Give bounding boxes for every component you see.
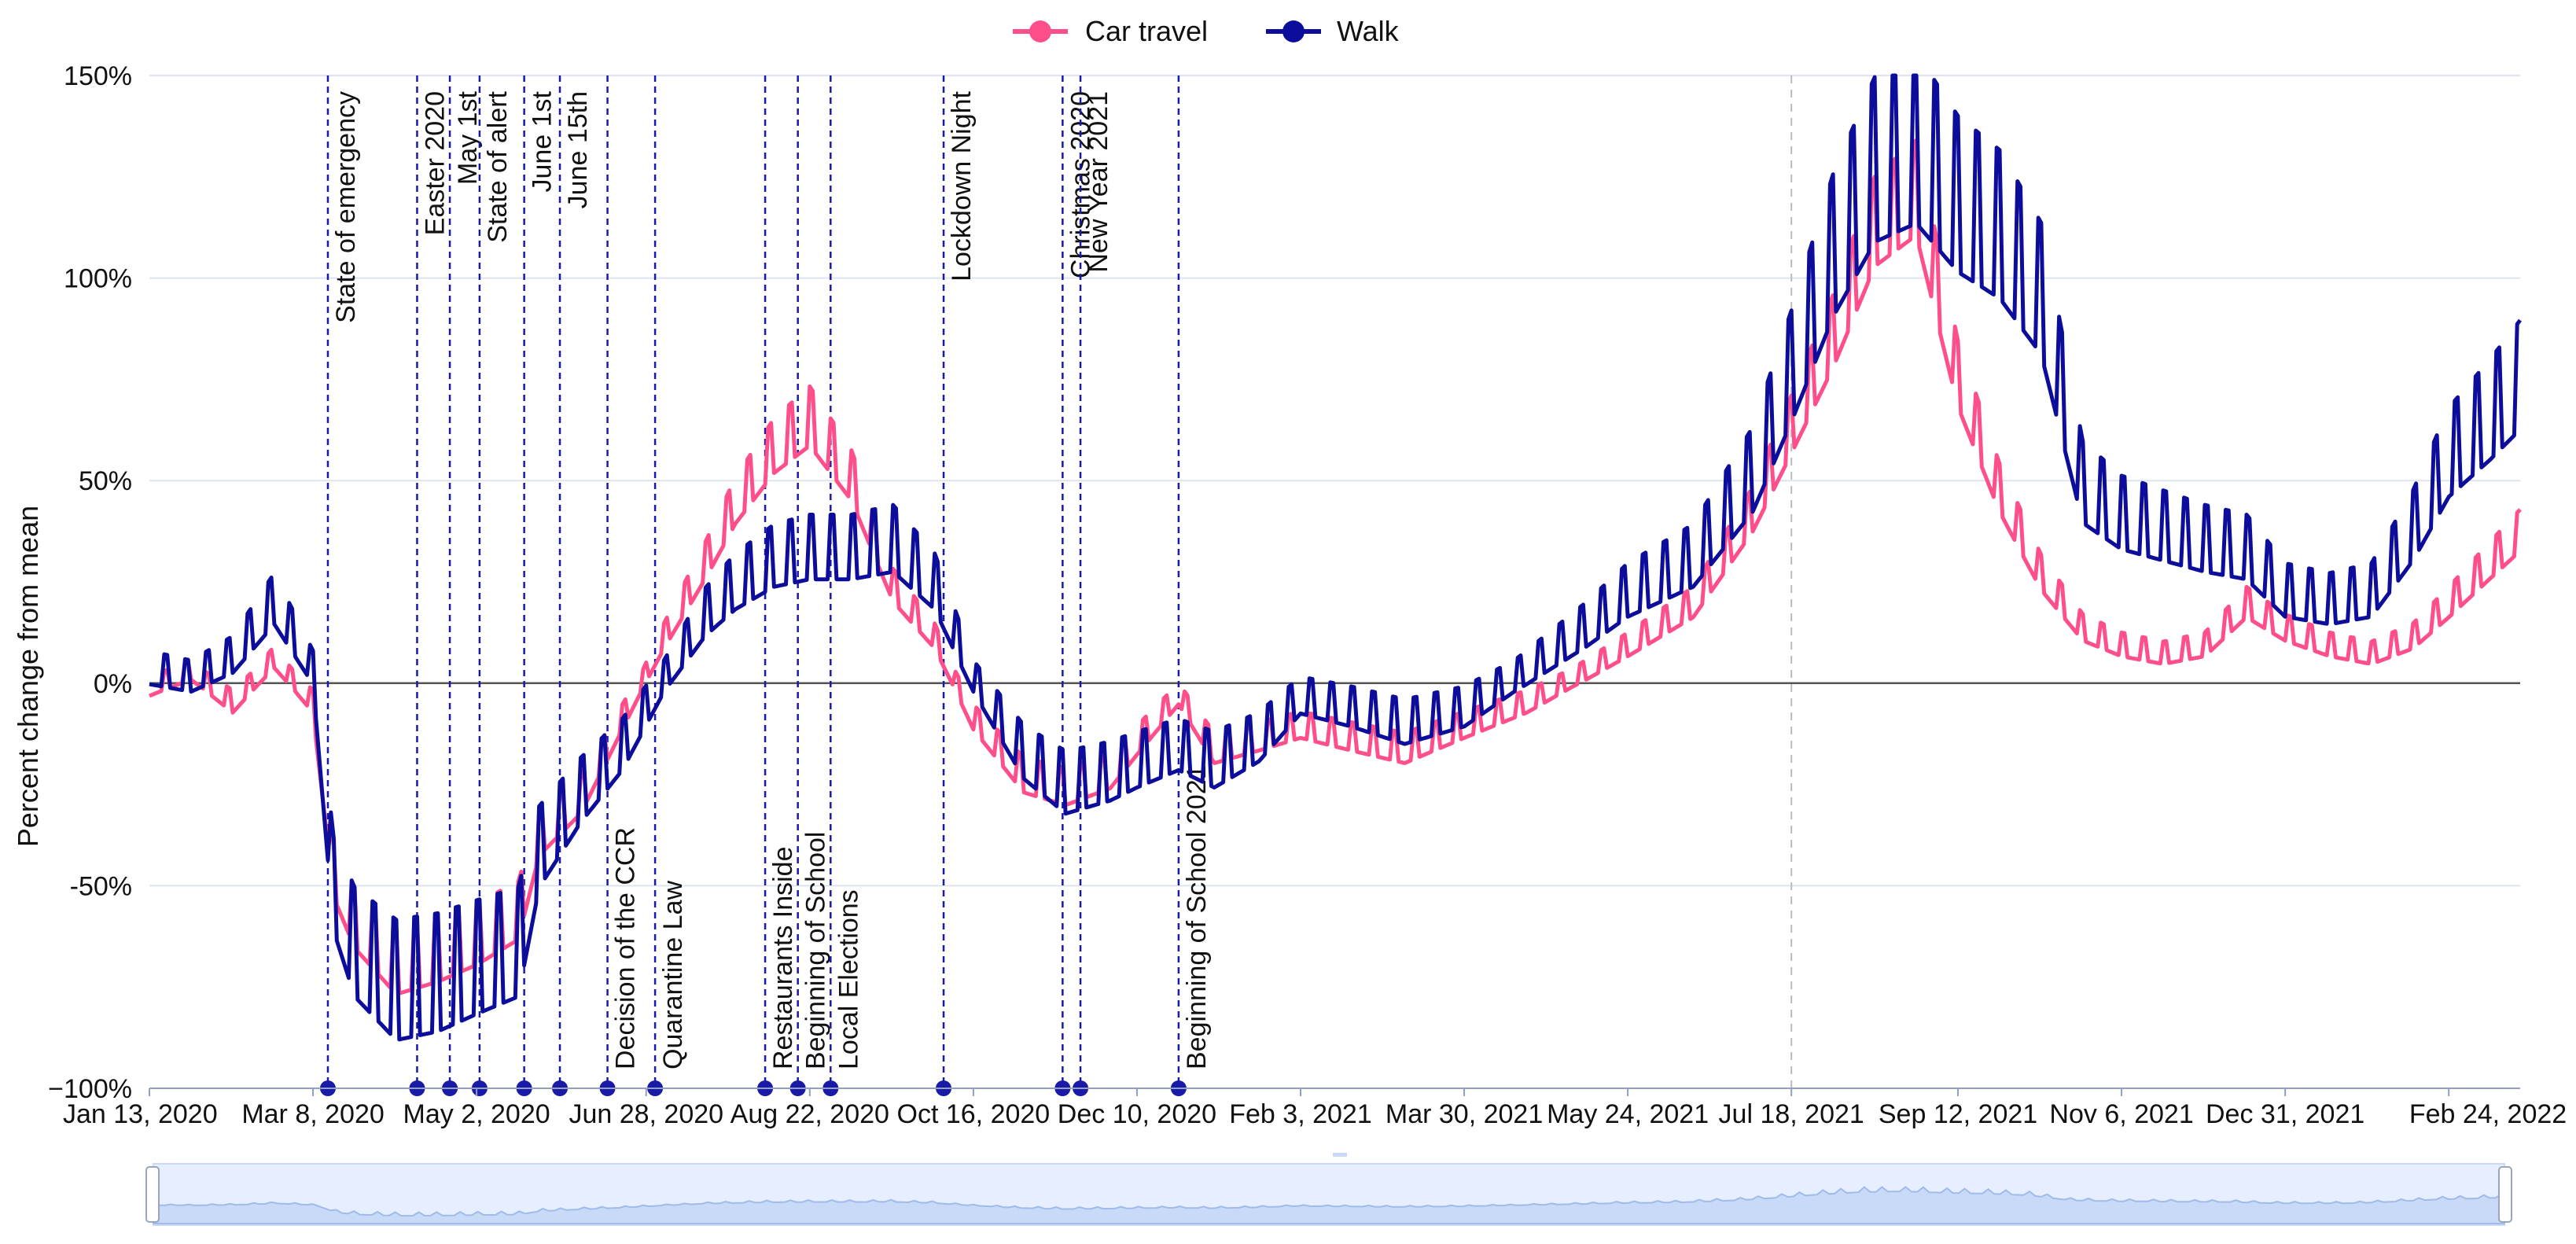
event-label: Beginning of School 2021 (1182, 764, 1212, 1069)
events: State of emergency Easter 2020 May 1st Stat… (319, 75, 1212, 1096)
x-tick-label: Jan 13, 2020 (63, 1099, 218, 1129)
legend-item-car-travel[interactable]: Car travel (1013, 15, 1208, 47)
navigator-handle-left[interactable] (145, 1166, 160, 1223)
event-label: Quarantine Law (658, 881, 688, 1069)
event-label: Restaurants Inside (768, 847, 798, 1070)
axes: 150% 100% 50% 0% -50% −100%Jan 13, 2020 Mar 8,… (48, 61, 2567, 1129)
y-tick-label: −100% (48, 1074, 132, 1104)
x-tick-label: May 24, 2021 (1547, 1099, 1709, 1129)
y-tick-label: 0% (94, 669, 132, 699)
legend-marker-car-travel (1029, 20, 1051, 42)
event-label: Beginning of School (801, 832, 831, 1069)
x-tick-label: Feb 24, 2022 (2409, 1099, 2567, 1129)
y-tick-label: 150% (64, 61, 132, 91)
x-tick-label: Dec 10, 2020 (1058, 1099, 1216, 1129)
event-label: New Year 2021 (1084, 91, 1113, 273)
x-tick-label: Mar 8, 2020 (241, 1099, 384, 1129)
event-label: June 1st (528, 90, 558, 192)
y-tick-label: -50% (70, 871, 132, 901)
x-tick-label: May 2, 2020 (403, 1099, 550, 1129)
x-tick-label: Feb 3, 2021 (1229, 1099, 1371, 1129)
x-tick-label: Sep 12, 2021 (1879, 1099, 2037, 1129)
legend-label-walk: Walk (1337, 15, 1400, 47)
x-tick-label: Aug 22, 2020 (730, 1099, 889, 1129)
x-tick-label: Dec 31, 2021 (2206, 1099, 2364, 1129)
navigator-series (153, 1186, 2506, 1224)
series-line-walk (149, 73, 2522, 1042)
navigator-handle-right[interactable] (2498, 1166, 2512, 1223)
event-label: May 1st (453, 90, 483, 185)
event-label: June 15th (563, 91, 593, 208)
event-label: Local Elections (834, 889, 863, 1069)
y-tick-label: 100% (64, 264, 132, 294)
legend-item-walk[interactable]: Walk (1266, 15, 1400, 47)
event-label: Decision of the CCR (611, 827, 641, 1069)
x-tick-label: Oct 16, 2020 (897, 1099, 1051, 1129)
navigator-grip[interactable] (1333, 1153, 1347, 1157)
event-label: State of alert (483, 90, 513, 242)
event-label: State of emergency (331, 91, 361, 323)
series-line-car-travel (149, 138, 2522, 996)
x-tick-label: Jul 18, 2021 (1719, 1099, 1864, 1129)
y-axis-title: Percent change from mean (12, 506, 44, 847)
legend-label-car-travel: Car travel (1085, 15, 1208, 47)
legend[interactable]: Car travel Walk (1013, 15, 1400, 47)
y-tick-label: 50% (79, 466, 132, 496)
x-tick-label: Mar 30, 2021 (1386, 1099, 1543, 1129)
event-label: Lockdown Night (947, 90, 977, 281)
x-tick-label: Jun 28, 2020 (569, 1099, 723, 1129)
navigator[interactable] (145, 1153, 2512, 1226)
series (149, 73, 2522, 1042)
event-label: Easter 2020 (420, 91, 450, 235)
legend-marker-walk (1282, 20, 1305, 42)
x-tick-label: Nov 6, 2021 (2049, 1099, 2193, 1129)
